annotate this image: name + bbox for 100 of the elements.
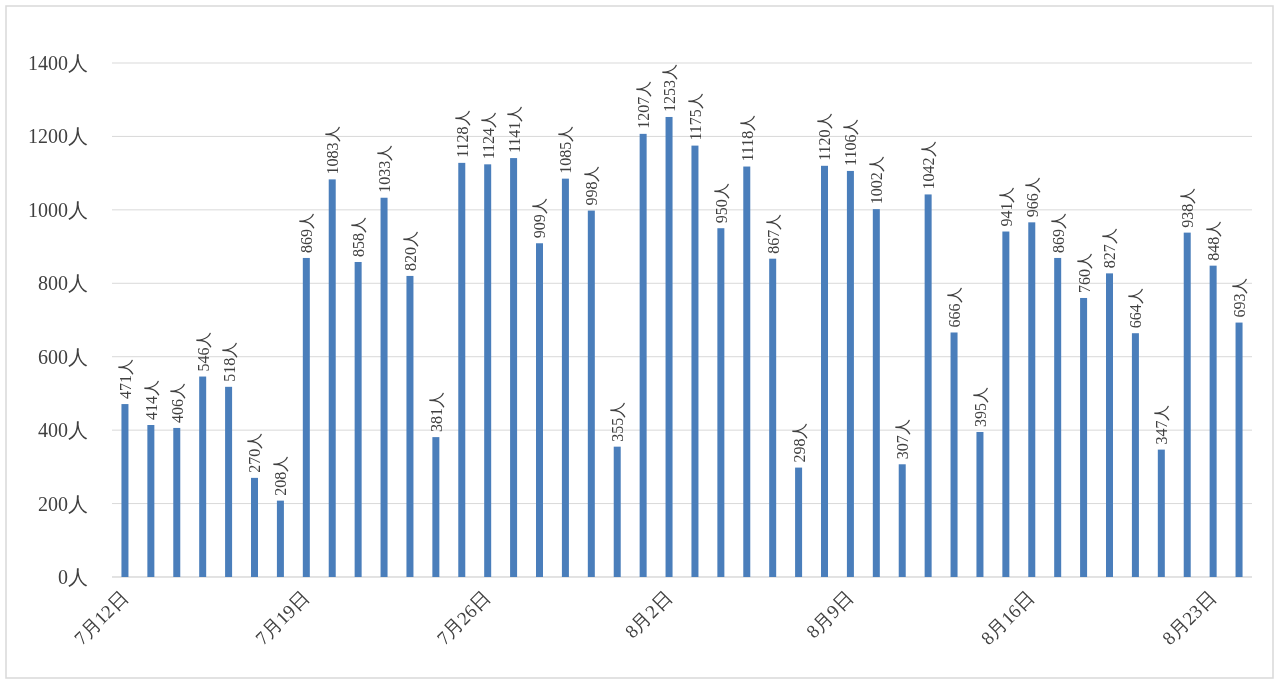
data-label: 270人 [246,432,264,473]
data-label: 298人 [790,422,808,463]
data-label: 355人 [609,401,627,442]
bar [432,437,440,577]
data-label: 938人 [1179,187,1197,228]
bar [587,210,595,577]
data-label: 307人 [894,419,912,460]
data-label: 869人 [1049,212,1067,253]
x-tick-label: 8月23日 [1158,586,1220,649]
y-tick-label: 1400人 [28,52,88,74]
y-tick-label: 1000人 [28,198,88,221]
y-tick-label: 0人 [58,566,88,588]
bar [1002,231,1010,577]
bar [846,170,854,577]
data-label: 208人 [272,455,290,496]
x-tick-label: 8月2日 [620,586,676,643]
bar [665,116,673,577]
bar [639,133,647,577]
bar [1054,257,1062,577]
data-label: 693人 [1231,277,1249,318]
y-tick-label: 800人 [38,272,88,295]
y-tick-label: 600人 [38,345,88,368]
x-tick-label: 8月16日 [976,586,1039,649]
bar [872,209,880,577]
data-label: 666人 [946,287,964,328]
data-label: 941人 [997,186,1015,227]
data-label: 1085人 [557,125,575,174]
data-label: 950人 [712,183,730,224]
x-tick-label: 7月26日 [432,586,495,649]
bar [1106,273,1113,577]
bar [976,431,984,577]
bar [536,243,543,577]
bar [380,197,388,577]
bar [1080,297,1088,577]
data-label: 1124人 [479,111,497,160]
data-label: 827人 [1101,228,1119,269]
bar [199,376,207,577]
bar [173,427,181,577]
bar [821,165,828,577]
bar [795,467,803,577]
bar [328,179,336,577]
bar [1235,322,1243,577]
bar [1157,449,1165,577]
bar [1028,222,1036,577]
bar [898,464,906,577]
y-tick-label: 200人 [38,492,88,515]
data-label: 966人 [1023,177,1041,218]
data-label: 1106人 [842,118,860,166]
data-label: 998人 [583,165,601,206]
data-label: 909人 [531,198,549,239]
data-label: 869人 [298,212,316,253]
data-label: 1120人 [816,113,834,161]
bar [717,228,725,577]
bar [561,178,569,577]
data-label: 1002人 [868,156,886,205]
data-label: 347人 [1153,404,1171,445]
x-tick-label: 8月9日 [802,586,858,643]
bar [484,164,492,577]
bar [406,275,414,577]
bar [691,145,699,577]
bar [458,162,466,577]
data-label: 546人 [194,331,212,372]
data-label: 848人 [1205,220,1223,261]
y-tick-label: 1200人 [28,125,88,148]
data-label: 867人 [764,213,782,254]
bar [950,332,958,577]
data-label: 1128人 [453,110,471,158]
data-label: 518人 [220,341,238,382]
data-label: 1207人 [635,80,653,129]
bar [1131,333,1139,577]
data-label: 1175人 [686,93,704,141]
data-label: 1083人 [324,126,342,175]
data-label: 414人 [142,380,160,420]
bar [276,500,284,577]
bar [251,477,258,577]
x-tick-label: 7月12日 [69,586,132,649]
data-label: 1141人 [505,105,523,154]
data-label: 1042人 [920,141,938,190]
bar [613,446,621,577]
data-label: 760人 [1075,252,1093,293]
data-label: 471人 [116,359,134,400]
bar [924,194,932,577]
data-label: 664人 [1127,288,1145,329]
bar [302,257,310,577]
bar [121,404,129,577]
data-label: 406人 [168,382,186,423]
bar [225,386,233,577]
bar [147,425,155,577]
y-tick-label: 400人 [38,419,88,442]
x-tick-label: 7月19日 [251,586,314,649]
data-label: 1118人 [738,114,756,162]
data-label: 395人 [971,386,989,427]
data-label: 1253人 [661,63,679,112]
data-label: 381人 [427,392,445,433]
data-label: 820人 [401,230,419,271]
data-label: 858人 [350,216,368,257]
data-label: 1033人 [376,144,394,193]
bar [743,166,751,577]
bar [510,158,518,577]
bar [354,261,362,577]
